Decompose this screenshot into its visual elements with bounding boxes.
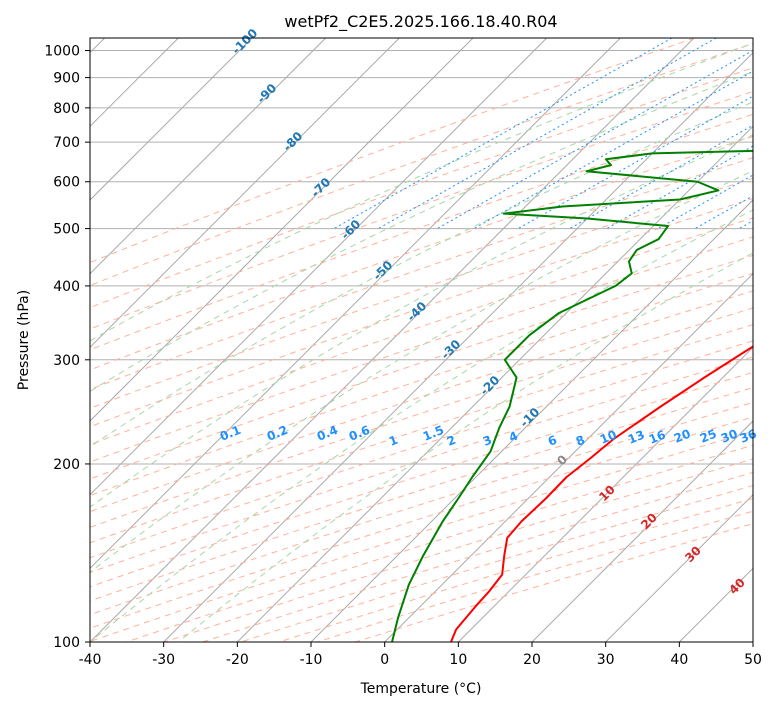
dry-adiabat: [90, 67, 753, 309]
dry-adiabat: [90, 90, 753, 330]
mixing-ratio-label: 13: [626, 428, 647, 447]
y-tick-label: 800: [53, 101, 80, 117]
x-tick-label: -30: [152, 652, 175, 668]
skew-isotherm: [90, 38, 474, 422]
dry-adiabat: [90, 272, 753, 497]
skew-isotherm: [90, 38, 253, 201]
x-tick-label: 40: [670, 652, 688, 668]
background-lines: [90, 38, 753, 642]
skew-isotherm: [605, 493, 753, 642]
mixing-ratio-label: 30: [719, 427, 740, 446]
y-tick-label: 900: [53, 71, 80, 87]
dry-adiabat: [90, 324, 753, 544]
y-tick-label: 700: [53, 135, 80, 151]
y-tick-label: 300: [53, 353, 80, 369]
mixing-ratio-label: 16: [647, 428, 668, 447]
y-ticks: 100 200 300 400 500 600 700 800 900 1000: [44, 44, 90, 651]
skew-isotherm: [90, 38, 695, 642]
x-tick-label: -20: [226, 652, 249, 668]
moist-adiabat: [90, 70, 753, 393]
dry-adiabat: [90, 157, 753, 390]
x-tick-label: 20: [523, 652, 541, 668]
sounding-profiles: [391, 149, 753, 642]
x-tick-label: 50: [744, 652, 762, 668]
skew-isotherm: [531, 420, 753, 642]
y-tick-label: 400: [53, 279, 80, 295]
x-tick-label: 10: [449, 652, 467, 668]
x-axis-label: Temperature (°C): [360, 681, 482, 697]
y-tick-label: 500: [53, 222, 80, 238]
plot-frame: [89, 37, 754, 643]
dry-adiabat: [90, 38, 695, 264]
x-tick-label: -10: [300, 652, 323, 668]
y-tick-label: 200: [53, 457, 80, 473]
y-tick-label: 1000: [44, 44, 80, 60]
skew-isotherm: [90, 38, 621, 570]
y-axis-label: Pressure (hPa): [16, 290, 32, 390]
chart-title: wetPf2_C2E5.2025.166.18.40.R04: [284, 12, 557, 32]
skew-isotherm: [90, 38, 327, 275]
y-tick-label: 100: [53, 635, 80, 651]
x-ticks: -40 -30 -20 -10 0 10 20 30 40 50: [79, 642, 762, 668]
skew-isotherm: [90, 38, 548, 496]
skew-isotherm: [384, 272, 753, 642]
mixing-ratio-label: 25: [698, 427, 719, 446]
skew-isotherm: [90, 38, 400, 349]
x-tick-label: 0: [380, 652, 389, 668]
moist-adiabat: [90, 101, 753, 448]
mixing-ratio-label: 20: [672, 427, 693, 446]
x-tick-label: 30: [597, 652, 615, 668]
dry-adiabat: [90, 135, 753, 371]
mixing-ratio-label: 10: [598, 428, 619, 447]
dry-adiabat: [90, 386, 753, 602]
dewpoint-profile: [391, 149, 753, 642]
skew-isotherm: [457, 346, 753, 642]
dry-adiabat: [90, 197, 753, 428]
x-tick-label: -40: [79, 652, 102, 668]
dry-adiabat: [90, 42, 753, 287]
skew-isotherm: [310, 199, 753, 642]
dry-adiabat: [90, 113, 753, 351]
dry-adiabat: [90, 290, 753, 513]
dry-adiabat: [90, 307, 753, 528]
skew-isotherm: [236, 125, 753, 642]
temperature-profile: [449, 345, 753, 642]
y-tick-label: 600: [53, 175, 80, 191]
